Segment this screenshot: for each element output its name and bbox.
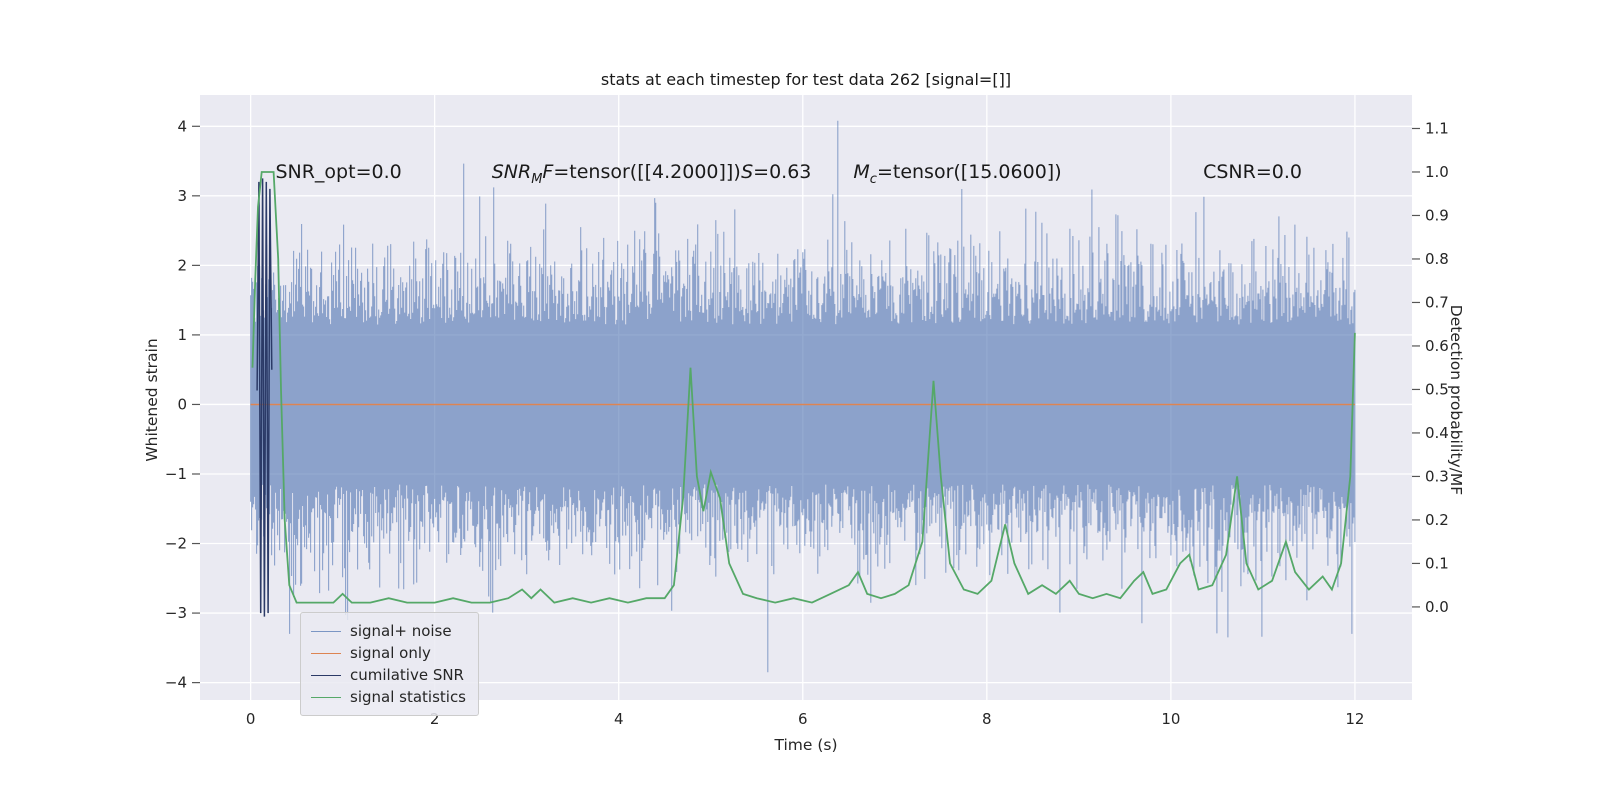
y-axis-label-left: Whitened strain xyxy=(143,338,161,462)
y-left-tick-label: −4 xyxy=(165,674,187,692)
y-right-tick-label: 0.3 xyxy=(1425,467,1449,485)
y-right-tick-label: 0.2 xyxy=(1425,511,1449,529)
legend-line-sample xyxy=(311,630,341,632)
x-tick-label: 4 xyxy=(614,710,624,728)
legend-item: signal only xyxy=(311,642,466,664)
legend: signal+ noise signal only cumilative SNR si… xyxy=(300,612,480,716)
y-right-tick-label: 0.4 xyxy=(1425,424,1449,442)
y-right-tick-label: 0.7 xyxy=(1425,293,1449,311)
legend-item: signal statistics xyxy=(311,686,466,708)
legend-line-sample xyxy=(311,674,341,676)
x-tick-label: 6 xyxy=(798,710,808,728)
legend-item: cumilative SNR xyxy=(311,664,466,686)
y-right-tick-label: 0.9 xyxy=(1425,206,1449,224)
x-axis-label: Time (s) xyxy=(774,736,838,754)
x-tick-label: 12 xyxy=(1345,710,1364,728)
legend-label: signal+ noise xyxy=(350,622,452,640)
legend-line-sample xyxy=(311,696,341,698)
y-right-tick-label: 0.5 xyxy=(1425,380,1449,398)
y-left-tick-label: 2 xyxy=(177,256,187,274)
series-signal-noise xyxy=(250,120,1356,673)
y-right-tick-label: 1.1 xyxy=(1425,119,1449,137)
annotation-text: SNRMF=tensor([[4.2000]]) xyxy=(492,161,741,187)
annotation-text: Mc=tensor([15.0600]) xyxy=(853,161,1061,187)
y-left-tick-label: −3 xyxy=(165,604,187,622)
legend-label: signal statistics xyxy=(350,688,467,706)
x-tick-label: 0 xyxy=(246,710,256,728)
x-tick-label: 10 xyxy=(1161,710,1180,728)
x-tick-label: 8 xyxy=(982,710,992,728)
y-left-tick-label: −2 xyxy=(165,535,187,553)
annotation-text: SNR_opt=0.0 xyxy=(275,161,401,183)
legend-line-sample xyxy=(311,652,341,654)
x-tick-label: 2 xyxy=(430,710,440,728)
legend-item: signal+ noise xyxy=(311,620,466,642)
series-signal-statistics xyxy=(251,171,1356,604)
annotation-text: S=0.63 xyxy=(741,161,811,183)
legend-label: signal only xyxy=(350,644,431,662)
legend-label: cumilative SNR xyxy=(350,666,464,684)
y-left-tick-label: 1 xyxy=(177,326,187,344)
y-right-tick-label: 0.1 xyxy=(1425,554,1449,572)
y-left-tick-label: 4 xyxy=(177,117,187,135)
annotations: SNR_opt=0.0 SNRMF=tensor([[4.2000]]) S=0.6… xyxy=(275,161,1302,187)
y-left-tick-label: −1 xyxy=(165,465,187,483)
y-left-tick-label: 3 xyxy=(177,187,187,205)
chart-title: stats at each timestep for test data 262… xyxy=(600,70,1012,89)
y-left-tick-label: 0 xyxy=(177,395,187,413)
annotation-text: CSNR=0.0 xyxy=(1203,161,1302,183)
y-right-tick-label: 1.0 xyxy=(1425,163,1449,181)
y-axis-label-right: Detection probability/MF xyxy=(1447,304,1465,496)
y-right-tick-label: 0.6 xyxy=(1425,337,1449,355)
y-right-tick-label: 0.0 xyxy=(1425,598,1449,616)
series-cumulative-snr xyxy=(256,178,273,617)
tick-labels: −4−3−2−1012340.00.10.20.30.40.50.60.70.8… xyxy=(165,117,1449,728)
y-right-tick-label: 0.8 xyxy=(1425,250,1449,268)
